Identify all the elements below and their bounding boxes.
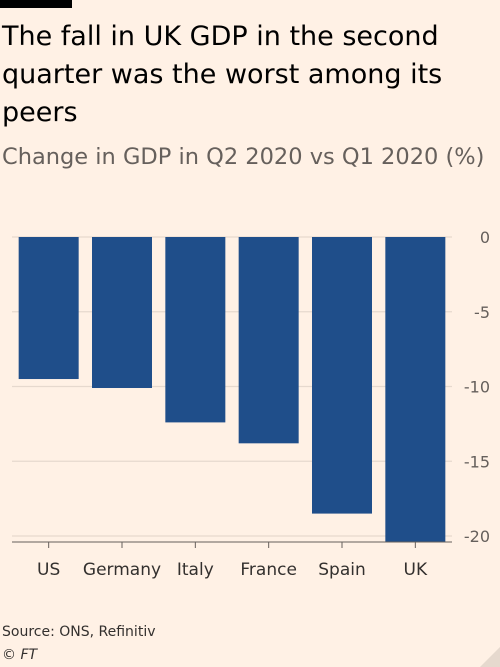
bar-uk <box>385 237 446 542</box>
x-tick-label: UK <box>404 560 428 580</box>
bars <box>18 237 446 542</box>
gridlines <box>12 236 452 537</box>
chart-title: The fall in UK GDP in the second quarter… <box>2 21 443 128</box>
source-note: Source: ONS, Refinitiv <box>2 624 156 640</box>
bar-germany <box>92 237 152 389</box>
bar-italy <box>165 237 226 423</box>
x-tick-label: France <box>240 560 297 580</box>
y-tick-label: -5 <box>474 303 490 322</box>
y-tick-label: -20 <box>464 527 490 546</box>
y-tick-label: -10 <box>464 378 490 397</box>
x-tick-labels: US Germany Italy France Spain UK <box>12 541 452 580</box>
brand-bar <box>0 0 72 8</box>
y-tick-labels: 0 -5 -10 -15 -20 <box>464 228 490 546</box>
bar-us <box>18 237 79 380</box>
x-tick-label: US <box>37 560 60 580</box>
credit-note: © FT <box>2 647 38 663</box>
x-tick-label: Germany <box>83 560 161 580</box>
y-tick-label: 0 <box>480 228 490 247</box>
chart-subtitle: Change in GDP in Q2 2020 vs Q1 2020 (%) <box>2 144 485 170</box>
x-tick-label: Spain <box>318 560 366 580</box>
bar-spain <box>312 237 372 514</box>
y-tick-label: -15 <box>464 452 490 471</box>
x-tick-label: Italy <box>177 560 214 580</box>
corner-fold <box>480 647 500 667</box>
bar-chart: 0 -5 -10 -15 -20 US Germany Italy France Spain UK <box>12 228 490 580</box>
bar-france <box>238 237 299 444</box>
